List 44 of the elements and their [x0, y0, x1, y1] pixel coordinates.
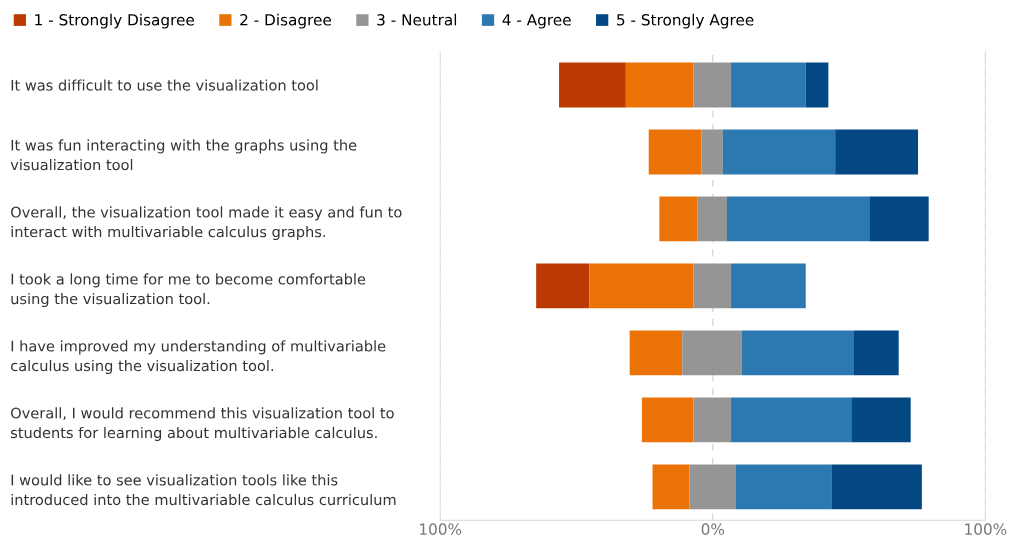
bar	[741, 330, 854, 376]
x-tick-label: 0%	[701, 523, 725, 535]
y-tick-label: I took a long time for me to become comfortable using the visualization tool.	[11, 273, 366, 308]
y-tick-label: Overall, the visualization tool made it easy and fun to interact with multivariable calculus graphs.	[11, 206, 402, 241]
bar	[735, 464, 832, 510]
bar	[805, 62, 829, 108]
bar	[648, 129, 702, 175]
x-tick-label: 100%	[420, 523, 462, 535]
bar	[835, 129, 919, 175]
bar	[831, 464, 922, 510]
bar	[652, 464, 690, 510]
legend-label: 1 - Strongly Disagree	[35, 13, 194, 29]
bar	[693, 397, 732, 443]
x-tick-label: 100%	[965, 523, 1007, 535]
bar	[853, 330, 899, 376]
legend-label: 4 - Agree	[502, 14, 571, 29]
legend-label: 2 - Disagree	[240, 13, 332, 29]
bar	[536, 263, 590, 309]
bar	[629, 330, 683, 376]
bar	[731, 397, 852, 443]
bar	[625, 62, 694, 108]
y-tick-label: It was fun interacting with the graphs using the visualization tool	[10, 139, 357, 171]
bar	[869, 196, 929, 242]
bar	[693, 62, 732, 108]
bar	[701, 129, 723, 175]
y-tick-label: Overall, I would recommend this visualization tool to students for learning about multivariable calculus.	[11, 407, 394, 442]
y-tick-label: It was difficult to use the visualization tool	[11, 79, 318, 91]
y-tick-label: I have improved my understanding of multivariable calculus using the visualization tool.	[11, 340, 386, 375]
bar	[726, 196, 870, 242]
bar	[693, 263, 732, 309]
bar	[722, 129, 836, 175]
bar	[641, 397, 694, 443]
legend-label: 3 - Neutral	[377, 13, 457, 26]
bar	[659, 196, 698, 242]
bar	[697, 196, 727, 242]
bar	[559, 62, 626, 108]
legend-label: 5 - Strongly Agree	[617, 13, 754, 29]
bar	[682, 330, 742, 376]
bar	[851, 397, 911, 443]
bar	[689, 464, 736, 510]
bar	[731, 62, 806, 108]
y-tick-label: I would like to see visualization tools like this introduced into the multivariable calculus curriculum	[11, 474, 396, 506]
bar	[731, 263, 806, 309]
bar	[589, 263, 694, 309]
